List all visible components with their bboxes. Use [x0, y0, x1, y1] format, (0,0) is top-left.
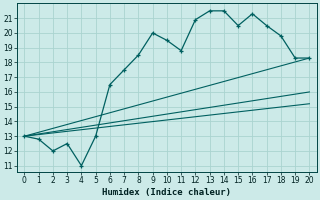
X-axis label: Humidex (Indice chaleur): Humidex (Indice chaleur) — [102, 188, 231, 197]
